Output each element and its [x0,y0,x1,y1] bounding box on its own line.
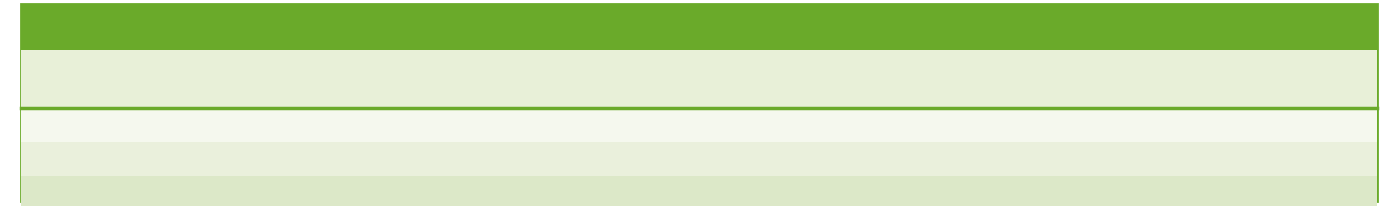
Text: $87.91: $87.91 [861,119,902,132]
Text: $81.09: $81.09 [1296,119,1336,132]
Text: $88.30: $88.30 [643,119,685,132]
Text: End Month: End Month [43,73,117,86]
Text: $75.30: $75.30 [183,187,229,200]
Text: $80.28: $80.28 [530,187,575,200]
Text: $74.33: $74.33 [302,187,348,200]
Text: Jan: Jan [315,86,336,99]
Text: Apr: Apr [653,86,675,99]
Text: $80.98: $80.98 [1071,153,1111,166]
Text: 43: 43 [432,60,449,72]
Text: $83.07: $83.07 [754,153,795,166]
Text: $70.90: $70.90 [419,153,461,166]
Text: $82.67: $82.67 [419,119,461,132]
Text: 34: 34 [656,60,672,72]
Text: $81.79: $81.79 [966,153,1007,166]
Text: 13: 13 [1188,60,1204,72]
Text: $77.96: $77.96 [643,153,685,166]
Text: $85.94: $85.94 [531,119,573,132]
Text: Sep: Sep [1184,86,1208,99]
Text: 39: 39 [544,60,561,72]
Text: Dec, 2022: Dec, 2022 [50,119,110,132]
Text: Dec, 2021: Dec, 2021 [50,153,110,166]
Text: 47: 47 [317,60,333,72]
Text: Aug: Aug [1078,86,1104,99]
Text: $78.50: $78.50 [1176,153,1216,166]
Text: Jul: Jul [979,86,994,99]
Text: Jun: Jun [871,86,892,99]
Text: $84.49: $84.49 [752,187,797,200]
Text: $80.98: $80.98 [1068,187,1114,200]
Text: May: May [761,86,788,99]
Text: $83.77: $83.77 [861,153,902,166]
Text: 21: 21 [979,60,994,72]
Text: $85.91: $85.91 [754,119,795,132]
Text: Dec: Dec [194,86,218,99]
Text: Mar: Mar [540,86,565,99]
Text: Feb: Feb [428,86,453,99]
Text: $81.79: $81.79 [963,187,1009,200]
Text: $78.50: $78.50 [1173,187,1219,200]
Text: 52: 52 [199,60,214,72]
Text: Actual Price: Actual Price [1274,73,1359,86]
Text: $85.84: $85.84 [858,187,905,200]
Text: Average: Average [53,187,108,200]
Text: $74.63: $74.63 [531,153,573,166]
Text: $76.79: $76.79 [418,187,463,200]
Text: $75.30: $75.30 [186,119,226,132]
Text: 17: 17 [1083,60,1099,72]
Text: Historical Coverage Price Evolution (Monthly Averages): Historical Coverage Price Evolution (Mon… [447,20,951,35]
Text: $71.76: $71.76 [1296,153,1336,166]
Text: $78.86: $78.86 [305,119,345,132]
Text: $69.81: $69.81 [305,153,345,166]
Text: $83.13: $83.13 [642,187,686,200]
Text: 30: 30 [766,60,783,72]
Text: 26: 26 [874,60,889,72]
